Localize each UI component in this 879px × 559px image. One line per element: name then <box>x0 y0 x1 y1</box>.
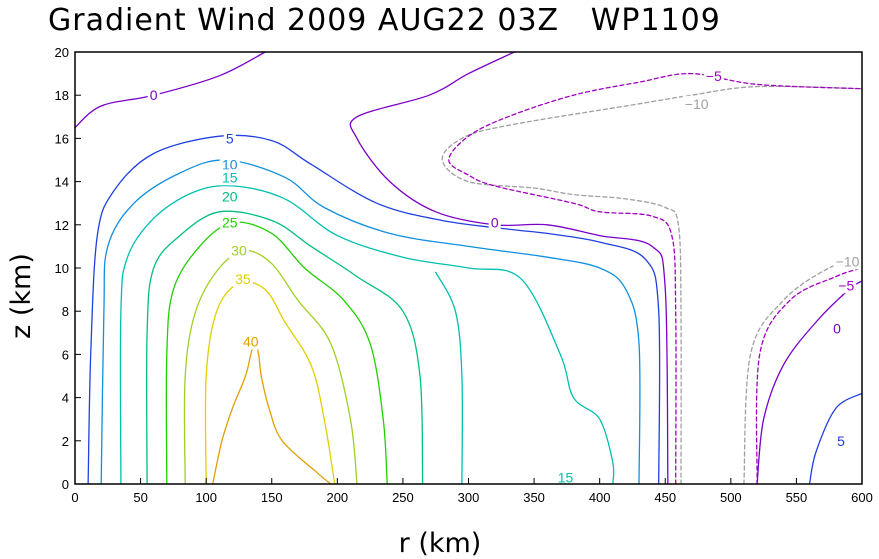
x-axis: 0 50 100 150 200 250 300 350 400 450 500 550 600 <box>71 478 873 505</box>
contour-label-neg5-2: −5 <box>838 277 854 293</box>
contour-label-bg-15-2 <box>555 469 576 486</box>
contour-line-neg10-1 <box>441 85 863 485</box>
x-tick-label-450: 450 <box>654 490 676 505</box>
contour-label-bg-neg10-1 <box>682 95 711 112</box>
contour-label-0-2: 0 <box>491 215 499 231</box>
contour-label-0-3: 0 <box>833 320 841 336</box>
contour-label-30-1: 30 <box>231 243 247 259</box>
contour-line-0-2 <box>349 51 669 485</box>
contour-line-10-1 <box>100 159 641 485</box>
contour-label-neg5-1: −5 <box>706 68 722 84</box>
chart-title: Gradient Wind 2009 AUG22 03Z WP1109 <box>48 3 721 38</box>
x-tick-label-0: 0 <box>71 490 78 505</box>
contour-label-bg-25-1 <box>219 214 240 231</box>
contour-label-10-1: 10 <box>222 156 238 172</box>
contour-lines-layer <box>74 51 863 485</box>
contour-label-bg-0-1 <box>147 87 160 104</box>
contour-label-40-1: 40 <box>243 333 259 349</box>
contour-label-bg-10-1 <box>219 156 240 173</box>
y-tick-label-12: 12 <box>55 218 69 233</box>
contour-label-bg-15-1 <box>219 169 240 186</box>
contour-label-bg-neg5-2 <box>836 277 857 294</box>
contour-label-bg-0-2 <box>488 214 501 231</box>
y-tick-label-14: 14 <box>55 175 69 190</box>
x-tick-label-400: 400 <box>589 490 611 505</box>
y-tick-label-16: 16 <box>55 131 69 146</box>
y-tick-label-4: 4 <box>62 391 69 406</box>
contour-label-bg-5-1 <box>223 130 236 147</box>
contour-label-0-1: 0 <box>150 87 158 103</box>
y-axis-title: z (km) <box>6 253 37 339</box>
x-tick-label-300: 300 <box>458 490 480 505</box>
contour-line-25-1 <box>165 221 388 485</box>
x-tick-label-250: 250 <box>392 490 414 505</box>
x-axis-title: r (km) <box>399 528 482 559</box>
contour-line-20-1 <box>145 210 424 485</box>
contour-label-20-1: 20 <box>222 189 238 205</box>
x-tick-label-350: 350 <box>523 490 545 505</box>
y-tick-label-6: 6 <box>62 347 69 362</box>
x-tick-label-100: 100 <box>195 490 217 505</box>
contour-label-15-1: 15 <box>222 169 238 185</box>
contour-line-5-1 <box>87 134 661 485</box>
x-tick-label-550: 550 <box>786 490 808 505</box>
contour-label-neg10-2: −10 <box>836 254 860 270</box>
contour-label-15-2: 15 <box>558 470 574 486</box>
contour-label-5-1: 5 <box>226 130 234 146</box>
y-tick-label-20: 20 <box>55 45 69 60</box>
y-tick-label-18: 18 <box>55 88 69 103</box>
contour-line-neg5-1 <box>448 72 863 485</box>
contour-line-30-1 <box>183 250 358 485</box>
y-tick-label-0: 0 <box>62 477 69 492</box>
contour-line-35-1 <box>204 281 336 485</box>
x-tick-label-50: 50 <box>133 490 147 505</box>
contour-label-bg-0-3 <box>831 320 844 337</box>
contour-line-0-1 <box>74 51 266 129</box>
contour-label-bg-neg5-1 <box>703 67 724 84</box>
contour-label-bg-30-1 <box>228 242 249 259</box>
contour-line-15-2 <box>435 271 464 485</box>
contour-line-15-1 <box>119 184 615 485</box>
contour-label-bg-neg10-2 <box>833 253 862 270</box>
x-tick-label-150: 150 <box>261 490 283 505</box>
y-axis: 0 2 4 6 8 10 12 14 16 18 20 <box>55 45 81 492</box>
contour-line-neg5-2 <box>755 267 863 485</box>
contour-label-25-1: 25 <box>222 215 238 231</box>
y-tick-label-2: 2 <box>62 434 69 449</box>
x-tick-label-600: 600 <box>851 490 873 505</box>
contour-label-bg-35-1 <box>232 270 253 287</box>
contour-label-neg10-1: −10 <box>685 96 709 112</box>
y-tick-label-8: 8 <box>62 304 69 319</box>
contour-line-5-2 <box>808 392 863 485</box>
contour-label-bg-5-2 <box>835 432 848 449</box>
contour-line-40-1 <box>212 340 332 485</box>
contour-label-35-1: 35 <box>235 271 251 287</box>
contour-label-5-2: 5 <box>837 433 845 449</box>
x-tick-label-500: 500 <box>720 490 742 505</box>
contour-label-bg-20-1 <box>219 188 240 205</box>
contour-label-bg-40-1 <box>240 333 261 350</box>
y-tick-label-10: 10 <box>55 261 69 276</box>
x-tick-label-200: 200 <box>326 490 348 505</box>
